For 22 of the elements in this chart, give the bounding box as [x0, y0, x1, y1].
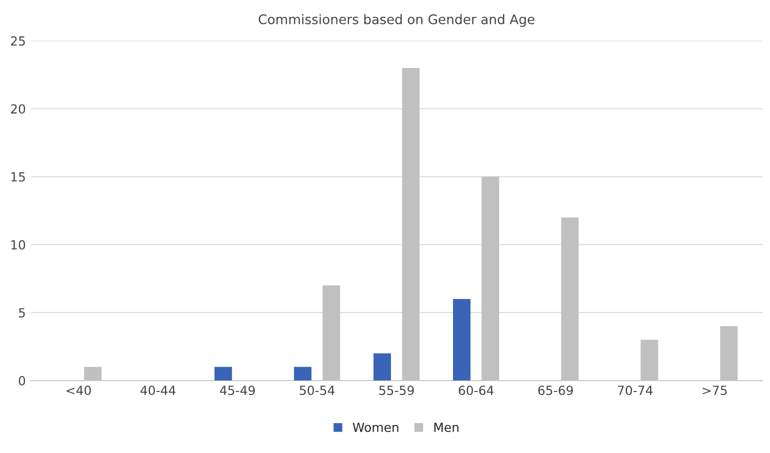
y-tick-label: 15	[11, 172, 25, 182]
bar	[453, 298, 470, 381]
x-tick-label: <40	[66, 386, 91, 396]
x-tick-label: 50-54	[300, 386, 334, 396]
y-tick-label: 5	[18, 308, 25, 318]
x-tick-label: 70-74	[618, 386, 653, 396]
chart-title: Commissioners based on Gender and Age	[258, 14, 534, 27]
bar	[373, 353, 391, 381]
x-tick-label: 45-49	[220, 386, 255, 396]
x-tick-label: 40-44	[140, 386, 176, 396]
x-tick-label: 65-69	[538, 386, 573, 396]
y-tick-label: 20	[10, 104, 26, 114]
x-tick-label: 55-59	[379, 386, 414, 396]
legend-label: Women	[352, 422, 398, 432]
x-tick-label: 60-64	[458, 386, 494, 396]
y-tick-label: 10	[11, 240, 26, 250]
bar	[214, 366, 232, 381]
legend-label: Men	[434, 422, 458, 432]
y-tick-label: 25	[10, 36, 25, 46]
y-tick-label: 0	[18, 376, 26, 386]
x-tick-label: >75	[702, 386, 727, 396]
bar	[294, 366, 312, 381]
